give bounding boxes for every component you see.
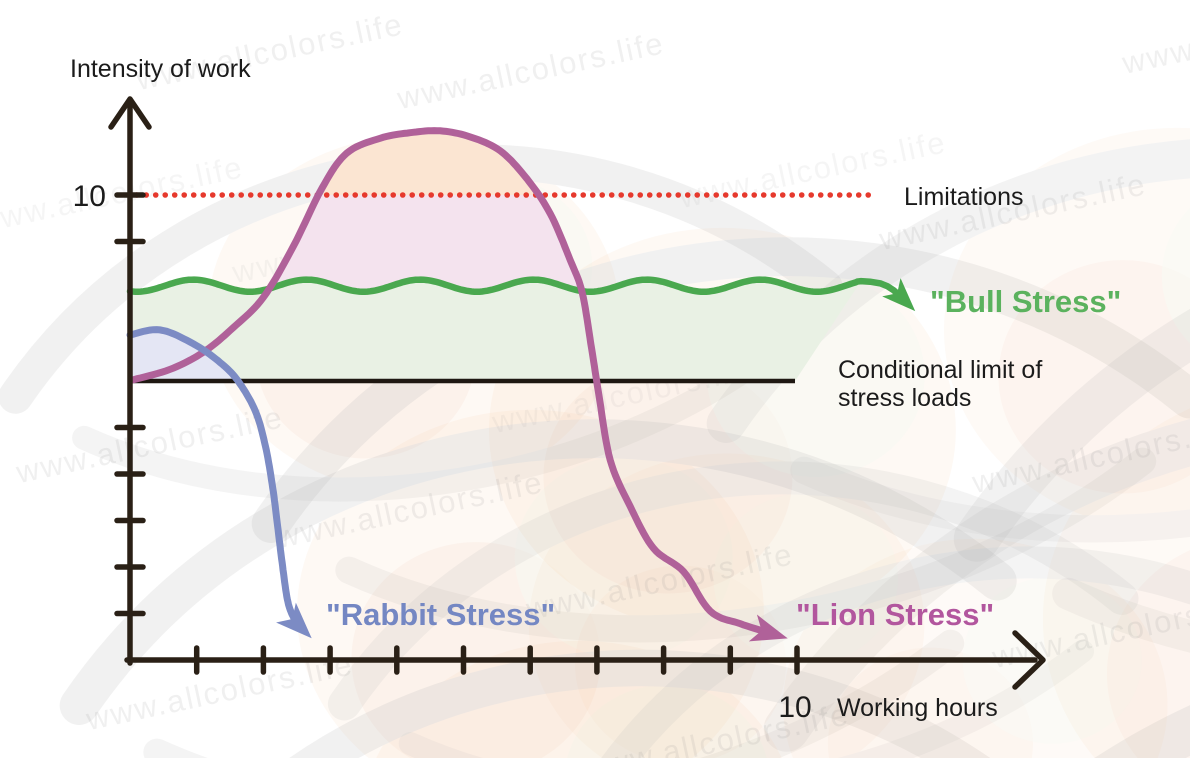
axes [108,96,1046,690]
y-tick-label-10: 10 [73,180,106,213]
conditional-limit-label-line2: stress loads [838,384,971,412]
x-tick-label-10: 10 [778,691,811,724]
chart-curves [126,127,916,642]
chart-fills [130,130,861,381]
lion-stress-label: "Lion Stress" [796,597,994,632]
watermark-text: www.allcolors.life [1118,0,1190,81]
bull-stress-label: "Bull Stress" [930,284,1121,319]
rabbit-area-fill [130,329,239,381]
bull-area-fill [130,279,861,381]
axes-lines [108,96,1046,690]
bull-stress-curve [126,276,916,312]
rabbit-stress-label: "Rabbit Stress" [326,597,555,632]
chart-labels: Intensity of work 10 Limitations "Bull S… [70,55,1121,724]
watermark-text: www.allcolors.life [393,25,667,116]
lion-stress-curve [128,127,788,642]
x-axis-title: Working hours [837,694,998,722]
limitations-label: Limitations [904,183,1024,211]
x-axis-arrow-icon [1012,630,1046,690]
rabbit-stress-curve [126,326,312,639]
conditional-limit-label-line1: Conditional limit of [838,356,1042,384]
y-axis-arrow-icon [108,96,152,130]
watermark-text: www.allcolors.life [132,6,406,97]
y-axis-title: Intensity of work [70,55,251,83]
